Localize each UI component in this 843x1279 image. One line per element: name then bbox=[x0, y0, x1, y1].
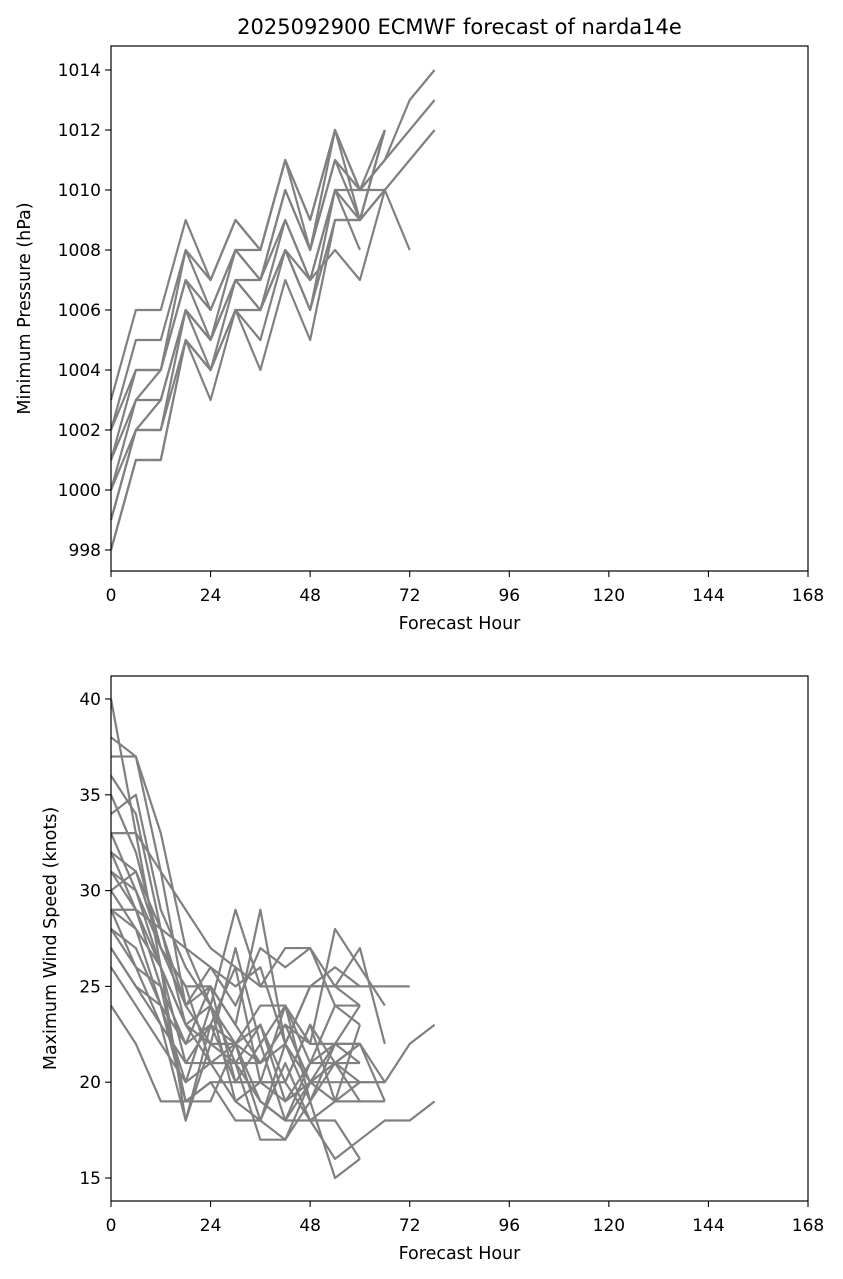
pressure-y-axis-label: Minimum Pressure (hPa) bbox=[15, 202, 35, 414]
pressure-x-tick-label: 120 bbox=[593, 586, 625, 606]
pressure-x-tick-label: 24 bbox=[200, 586, 222, 606]
wind-x-tick-label: 168 bbox=[792, 1216, 824, 1236]
wind-plot-area bbox=[110, 675, 809, 1202]
wind-ensemble-line bbox=[110, 870, 361, 1122]
wind-x-tick-label: 96 bbox=[498, 1216, 520, 1236]
pressure-panel: 2025092900 ECMWF forecast of narda14e 0 2… bbox=[15, 15, 824, 634]
wind-y-tick-label: 30 bbox=[79, 882, 101, 902]
wind-ensemble-line bbox=[110, 947, 361, 1180]
wind-ticks: 0 24 48 72 96 120 144 168 15 20 25 30 35 40 bbox=[79, 690, 824, 1236]
pressure-y-tick-label: 998 bbox=[69, 541, 101, 561]
wind-x-tick-label: 72 bbox=[399, 1216, 421, 1236]
wind-x-tick-label: 48 bbox=[299, 1216, 321, 1236]
wind-x-tick-label: 120 bbox=[593, 1216, 625, 1236]
wind-x-tick-label: 0 bbox=[106, 1216, 117, 1236]
wind-y-tick-label: 40 bbox=[79, 690, 101, 710]
pressure-y-tick-label: 1002 bbox=[58, 421, 101, 441]
wind-x-tick-label: 144 bbox=[692, 1216, 724, 1236]
wind-y-tick-label: 20 bbox=[79, 1073, 101, 1093]
wind-series bbox=[109, 698, 436, 1180]
wind-ensemble-line bbox=[109, 832, 361, 1084]
pressure-y-tick-label: 1008 bbox=[58, 241, 101, 261]
wind-ensemble-line bbox=[111, 755, 360, 1007]
pressure-x-tick-label: 48 bbox=[299, 586, 321, 606]
wind-panel: 0 24 48 72 96 120 144 168 15 20 25 30 35 40 Forecast … bbox=[41, 675, 824, 1264]
pressure-x-tick-label: 144 bbox=[692, 586, 724, 606]
pressure-x-tick-label: 168 bbox=[792, 586, 824, 606]
pressure-y-tick-label: 1010 bbox=[58, 181, 101, 201]
wind-ensemble-line bbox=[110, 908, 386, 1122]
wind-y-axis-label: Maximum Wind Speed (knots) bbox=[41, 807, 61, 1070]
pressure-ensemble-line bbox=[109, 128, 386, 431]
wind-x-tick-label: 24 bbox=[200, 1216, 222, 1236]
wind-ensemble-line bbox=[110, 947, 385, 1122]
pressure-y-tick-label: 1004 bbox=[58, 361, 101, 381]
pressure-y-tick-label: 1014 bbox=[58, 61, 101, 81]
pressure-x-tick-label: 96 bbox=[498, 586, 520, 606]
pressure-ensemble-line bbox=[109, 129, 386, 491]
wind-y-tick-label: 35 bbox=[79, 786, 101, 806]
pressure-y-tick-label: 1012 bbox=[58, 121, 101, 141]
pressure-series bbox=[109, 69, 436, 551]
wind-ensemble-line bbox=[110, 966, 361, 1103]
pressure-ticks: 0 24 48 72 96 120 144 168 998 1000 1002 1004 1006 100… bbox=[58, 61, 824, 606]
pressure-x-tick-label: 0 bbox=[106, 586, 117, 606]
pressure-y-tick-label: 1000 bbox=[58, 481, 101, 501]
chart-title: 2025092900 ECMWF forecast of narda14e bbox=[237, 15, 682, 39]
pressure-y-tick-label: 1006 bbox=[58, 301, 101, 321]
wind-y-tick-label: 15 bbox=[79, 1169, 101, 1189]
wind-x-axis-label: Forecast Hour bbox=[399, 1244, 522, 1264]
pressure-ensemble-line bbox=[109, 129, 386, 551]
wind-ensemble-line bbox=[111, 908, 361, 1160]
pressure-x-tick-label: 72 bbox=[399, 586, 421, 606]
pressure-ensemble-line bbox=[109, 188, 361, 521]
pressure-plot-area bbox=[110, 45, 809, 572]
wind-ensemble-line bbox=[109, 851, 361, 1065]
wind-y-tick-label: 25 bbox=[79, 977, 101, 997]
pressure-x-axis-label: Forecast Hour bbox=[399, 614, 522, 634]
